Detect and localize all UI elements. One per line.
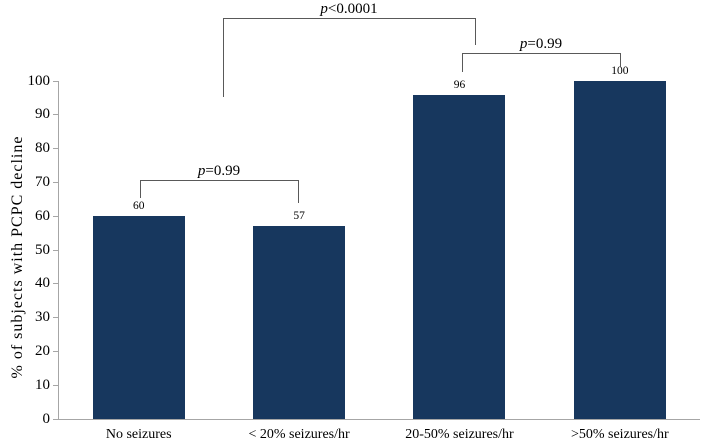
bracket-right-leg	[620, 53, 621, 67]
p-symbol: p	[197, 163, 206, 179]
x-axis-category-label: < 20% seizures/hr	[248, 427, 350, 442]
y-axis-tick-label: 40	[35, 275, 50, 292]
y-axis-tick	[53, 249, 58, 251]
bar-value-label: 96	[453, 78, 466, 91]
bracket-horizontal-line	[462, 53, 621, 54]
x-axis-line	[58, 419, 700, 420]
x-axis-category-label: 20-50% seizures/hr	[405, 427, 514, 442]
bar-value-label: 60	[132, 200, 145, 213]
p-value-label: p=0.99	[159, 163, 279, 179]
x-axis-category-label: >50% seizures/hr	[570, 427, 669, 442]
y-axis-tick-label: 0	[42, 410, 51, 427]
bar-20-seizures-hr	[253, 226, 346, 419]
y-axis-tick	[53, 80, 58, 82]
bar-20-50-seizures-hr	[413, 94, 506, 419]
y-axis-tick	[53, 418, 58, 420]
y-axis-tick-label: 10	[35, 376, 50, 393]
p-value-text: =0.99	[527, 36, 563, 52]
y-axis-tick	[53, 215, 58, 217]
y-axis-line	[58, 81, 59, 419]
p-value-label: p=0.99	[481, 36, 601, 52]
bar-value-label: 57	[293, 210, 305, 223]
p-value-text: <0.0001	[327, 1, 378, 17]
p-symbol: p	[519, 36, 528, 52]
y-axis-tick	[53, 317, 58, 319]
y-axis-tick-label: 20	[35, 342, 50, 359]
bar-no-seizures	[92, 216, 185, 419]
y-axis-tick-label: 80	[35, 140, 50, 157]
y-axis-tick	[53, 114, 58, 116]
y-axis-tick-label: 60	[35, 207, 50, 224]
x-axis-category-label: No seizures	[105, 427, 172, 442]
y-axis-tick	[53, 384, 58, 386]
y-axis-tick-label: 50	[35, 241, 50, 258]
bracket-left-leg	[462, 53, 463, 72]
bar-value-label: 100	[611, 65, 629, 77]
bracket-right-leg	[298, 180, 299, 203]
bar-50-seizures-hr	[573, 81, 666, 419]
y-axis-tick-label: 70	[35, 173, 50, 190]
y-axis-tick-label: 100	[27, 72, 51, 89]
bracket-right-leg	[475, 18, 476, 45]
bracket-left-leg	[223, 18, 224, 97]
bracket-left-leg	[140, 180, 141, 198]
bracket-horizontal-line	[140, 180, 299, 181]
y-axis-tick	[53, 283, 58, 285]
y-axis-tick-label: 90	[35, 106, 50, 123]
bracket-horizontal-line	[223, 18, 476, 19]
p-symbol: p	[320, 1, 328, 17]
p-value-label: p<0.0001	[289, 1, 409, 17]
p-value-text: =0.99	[205, 163, 241, 179]
y-axis-tick	[53, 148, 58, 150]
y-axis-tick	[53, 350, 58, 352]
y-axis-tick	[53, 181, 58, 183]
y-axis-tick-label: 30	[35, 309, 50, 326]
